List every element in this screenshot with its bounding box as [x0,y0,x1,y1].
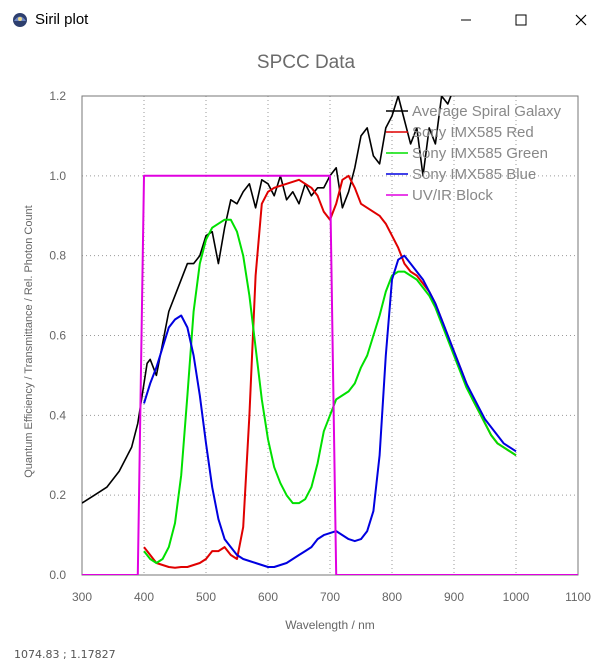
window-title: Siril plot [35,11,89,28]
maximize-icon [515,14,527,26]
cursor-coordinates: 1074.83 ; 1.17827 [14,648,116,661]
series-line-3 [143,218,517,564]
x-tick-label: 500 [196,590,216,604]
x-tick-label: 900 [444,590,464,604]
x-axis-label: Wavelength / nm [285,618,375,632]
y-tick-label: 1.2 [49,89,66,103]
x-tick-label: 600 [258,590,278,604]
x-tick-label: 1100 [565,590,591,604]
title-bar: Siril plot [0,0,612,40]
chart-svg: 300 400 500 600 700 800 900 1000 1100 0.0 0.2 0.4 0.… [23,89,591,632]
legend-label: Sony IMX585 Green [412,145,548,162]
legend-label: UV/IR Block [412,187,493,204]
legend-label: Average Spiral Galaxy [412,103,561,120]
siril-app-icon [13,13,27,27]
legend-label: Sony IMX585 Blue [412,166,536,183]
y-tick-label: 0.2 [49,488,66,502]
y-tick-label: 1.0 [49,169,66,183]
y-tick-label: 0.6 [49,329,66,343]
x-tick-label: 700 [320,590,340,604]
x-tick-label: 300 [72,590,92,604]
x-tick-label: 800 [382,590,402,604]
close-button[interactable] [558,0,604,40]
close-icon [575,14,587,26]
series-group [82,96,578,575]
y-tick-label: 0.0 [49,568,66,582]
series-line-5 [82,174,578,575]
minimize-button[interactable] [443,0,489,40]
y-axis-label: Quantum Efficiency / Transmittance / Rel… [23,205,35,478]
x-tick-label: 1000 [503,590,530,604]
plot-frame [81,95,579,576]
chart-title: SPCC Data [256,52,356,73]
y-tick-label: 0.4 [49,408,66,422]
minimize-icon [461,19,471,21]
plot-area[interactable]: SPCC Data 300 400 500 600 700 800 900 1000 1100 0… [0,40,612,640]
x-tick-label: 400 [134,590,154,604]
maximize-button[interactable] [498,0,544,40]
series-line-4 [143,254,517,568]
legend-label: Sony IMX585 Red [412,124,534,141]
y-tick-label: 0.8 [49,249,66,263]
